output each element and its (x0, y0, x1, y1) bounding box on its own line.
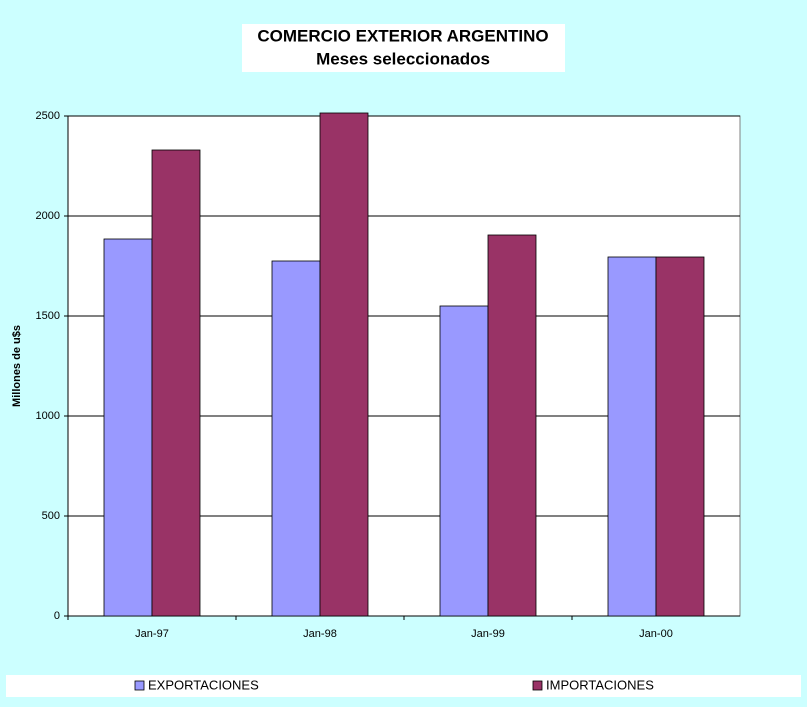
legend-swatch (532, 680, 543, 691)
legend-label: EXPORTACIONES (148, 677, 259, 692)
legend-box (6, 675, 801, 697)
bar (655, 256, 705, 617)
bar (607, 256, 657, 617)
x-tick-label: Jan-97 (135, 628, 169, 640)
bar (319, 112, 369, 617)
y-tick-label: 1500 (36, 310, 60, 322)
bar (439, 305, 489, 617)
bar (487, 234, 537, 617)
chart-title: COMERCIO EXTERIOR ARGENTINO (257, 26, 548, 45)
bar (271, 260, 321, 617)
y-tick-label: 2500 (36, 110, 60, 122)
x-tick-label: Jan-98 (303, 628, 337, 640)
y-tick-label: 0 (54, 610, 60, 622)
legend-label: IMPORTACIONES (546, 677, 654, 692)
x-tick-label: Jan-00 (639, 628, 673, 640)
y-tick-label: 1000 (36, 410, 60, 422)
bar (151, 149, 201, 617)
y-tick-label: 2000 (36, 210, 60, 222)
y-axis-label: Millones de u$s (11, 325, 23, 407)
y-tick-label: 500 (42, 510, 60, 522)
legend-swatch (134, 680, 145, 691)
bar (103, 238, 153, 617)
x-tick-label: Jan-99 (471, 628, 505, 640)
title-box (242, 24, 565, 72)
chart-subtitle: Meses seleccionados (316, 49, 490, 68)
